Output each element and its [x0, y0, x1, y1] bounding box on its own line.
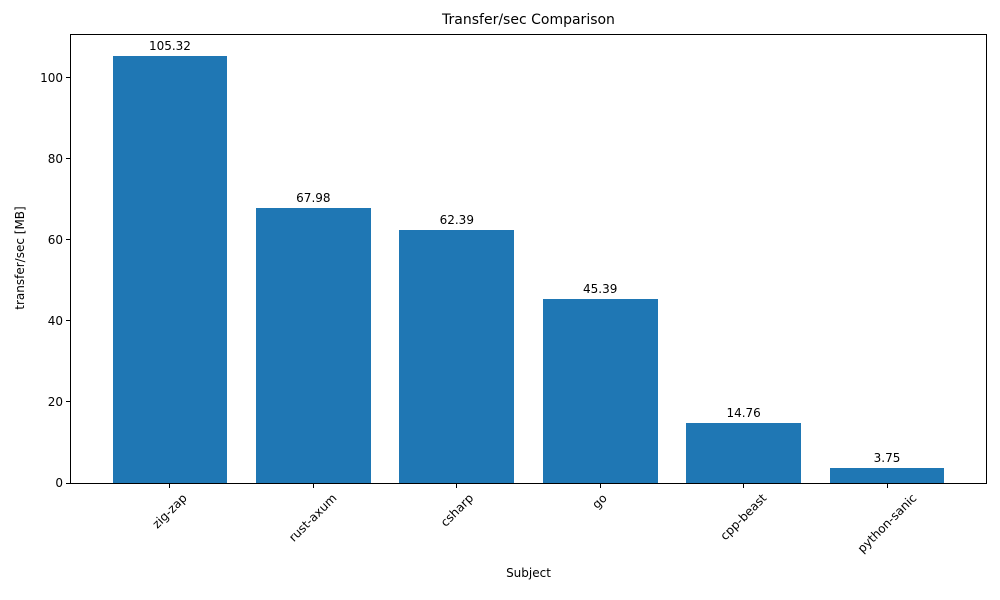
bar-value-label: 105.32 — [148, 39, 191, 54]
y-tick-mark — [66, 77, 70, 79]
y-tick-mark — [66, 320, 70, 322]
bar-value-label: 45.39 — [583, 282, 618, 297]
bar — [542, 299, 658, 483]
chart-title: Transfer/sec Comparison — [442, 12, 615, 28]
x-tick-label: zig-zap — [149, 491, 190, 532]
bar — [256, 207, 371, 483]
x-tick-label: csharp — [437, 491, 476, 530]
x-axis-label: Subject — [506, 566, 551, 580]
y-tick-label: 40 — [47, 313, 63, 328]
y-tick-label: 80 — [47, 151, 63, 166]
x-tick-mark — [456, 484, 458, 488]
bar — [112, 56, 228, 483]
y-tick-mark — [66, 158, 70, 160]
x-tick-label: go — [589, 491, 611, 512]
bar-value-label: 3.75 — [873, 450, 901, 465]
bar-value-label: 14.76 — [726, 406, 761, 421]
y-tick-label: 0 — [55, 476, 63, 490]
y-tick-mark — [66, 239, 70, 241]
x-tick-mark — [886, 484, 888, 488]
bar-value-label: 62.39 — [439, 213, 474, 228]
y-tick-mark — [66, 482, 70, 484]
bar — [829, 467, 945, 483]
x-tick-label: python-sanic — [854, 491, 920, 556]
y-tick-label: 60 — [47, 232, 63, 247]
plot-area: 0 20 40 60 80 100 105.32 zig-zap 67.98 rust-axum 6… — [40, 34, 987, 556]
y-tick-label: 20 — [47, 394, 63, 409]
x-tick-mark — [599, 484, 601, 488]
bar — [686, 423, 801, 483]
x-tick-label: rust-axum — [286, 491, 340, 545]
bar — [399, 230, 515, 483]
x-tick-mark — [312, 484, 314, 488]
y-axis-label: transfer/sec [MB] — [13, 206, 27, 310]
x-tick-mark — [169, 484, 171, 488]
y-tick-label: 100 — [40, 70, 63, 85]
y-tick-mark — [66, 401, 70, 403]
x-tick-mark — [743, 484, 745, 488]
bar-value-label: 67.98 — [296, 190, 331, 205]
x-tick-label: cpp-beast — [717, 491, 770, 543]
